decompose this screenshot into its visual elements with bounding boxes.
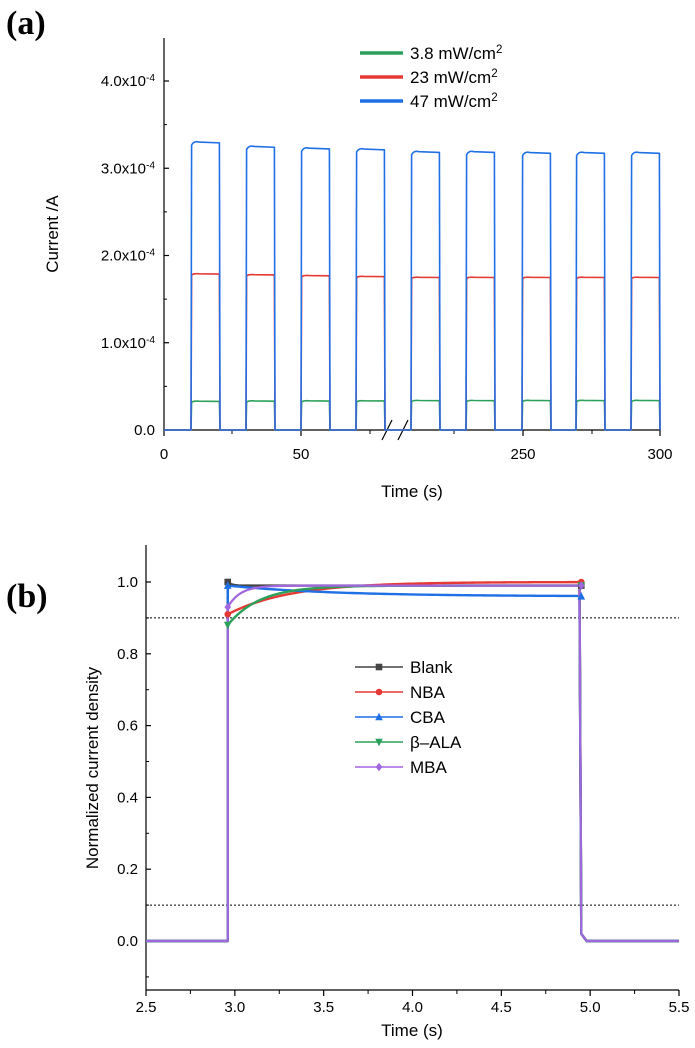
x-tick-label: 300 [647,446,672,463]
series-line-0 [164,399,661,431]
panel-b-label: (b) [6,578,48,615]
y-tick-label: 2.0x10-4 [101,247,155,265]
panel-a-legend: 3.8 mW/cm2 23 mW/cm2 47 mW/cm2 [360,44,502,111]
x-tick-label: 0 [160,446,168,463]
y-tick-label: 0.4 [117,789,138,806]
y-tick-label: 3.0x10-4 [101,160,155,178]
x-tick-label: 2.5 [136,999,157,1016]
panel-b-ticks: 0.0 0.2 0.4 0.6 0.8 1.0 2.5 3.0 3.5 4.0 4.5 5.0 5.5 [117,574,689,1016]
legend-label: MBA [410,758,448,777]
panel-b: (b) 0.0 0.2 0.4 0.6 0.8 1.0 2.5 3.0 3.5 4.0 4.5 5.0… [6,545,689,1040]
x-tick-label: 50 [293,446,310,463]
legend-marker [375,762,383,772]
series-trace-2 [146,584,679,943]
panel-a: (a) 0.01.0x10-42.0x10-43.0x10-44.0x10-40… [6,5,673,501]
panel-a-x-title: Time (s) [381,482,443,501]
marker-circle [224,611,232,618]
marker-triangle-up [577,592,586,600]
panel-b-y-title: Normalized current density [83,666,102,869]
panel-a-series [164,140,661,431]
y-tick-label: 0.6 [117,718,138,735]
y-tick-label: 1.0x10-4 [101,334,155,352]
legend-label: 3.8 mW/cm2 [410,44,502,63]
series-trace-4 [146,584,679,943]
legend-marker [375,738,383,747]
series-trace-1 [146,580,679,943]
legend-marker [375,663,383,671]
legend-label: Blank [410,658,453,677]
y-tick-label: 0.0 [117,933,138,950]
y-tick-label: 4.0x10-4 [101,73,155,91]
legend-label: 47 mW/cm2 [410,92,498,111]
panel-a-y-title: Current /A [43,195,62,273]
x-tick-label: 5.5 [669,999,690,1016]
legend-marker [375,712,383,721]
marker-triangle-down [223,621,232,630]
x-tick-label: 3.5 [313,999,334,1016]
y-tick-label: 0.2 [117,861,138,878]
panel-b-x-title: Time (s) [381,1021,443,1040]
panel-b-series [146,578,679,943]
y-tick-label: 0.8 [117,646,138,663]
series-markers [223,578,586,630]
legend-label: β–ALA [410,733,462,752]
panel-a-ticks: 0.0 1.0x10-4 2.0x10-4 3.0x10-4 4.0x10-4 0 50 25… [101,73,673,464]
marker-triangle-up [223,581,232,589]
x-tick-label: 4.0 [402,999,423,1016]
x-tick-label: 5.0 [580,999,601,1016]
legend-label: CBA [410,708,446,727]
marker-diamond [577,581,585,590]
y-tick-label: 1.0 [117,574,138,591]
series-line-2 [164,140,661,431]
legend-label: 23 mW/cm2 [410,68,498,87]
x-tick-label: 250 [510,446,535,463]
marker-diamond [224,602,232,612]
series-line-1 [164,272,661,431]
x-tick-label: 3.0 [224,999,245,1016]
panel-a-label: (a) [6,5,46,42]
legend-marker [375,688,383,696]
x-tick-label: 4.5 [491,999,512,1016]
y-tick-label: 0.0 [134,422,155,439]
panel-b-legend: Blank NBA CBA β–ALA MBA [355,658,462,777]
legend-label: NBA [410,683,446,702]
